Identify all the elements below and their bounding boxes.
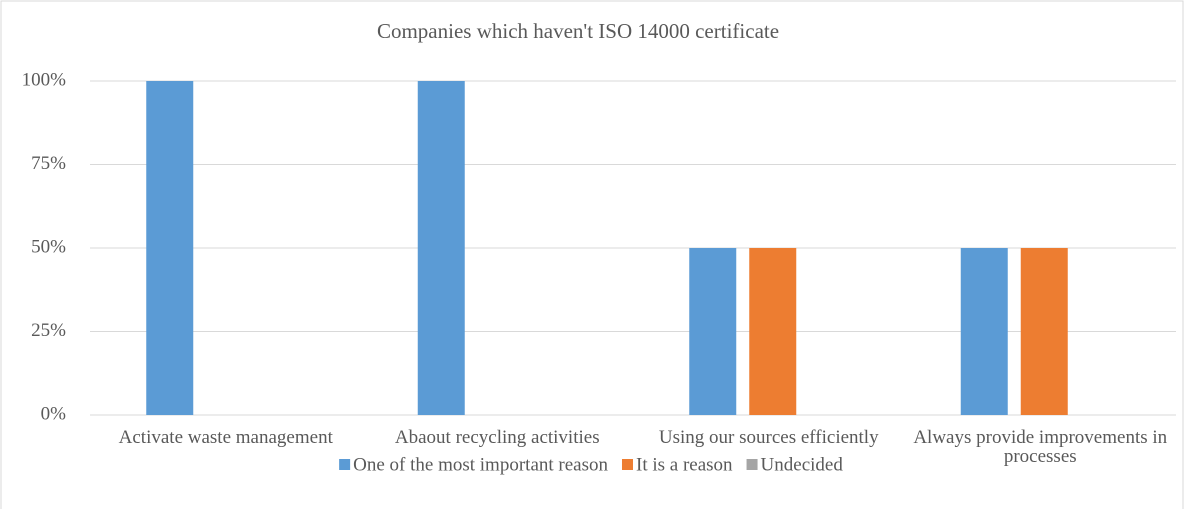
bar bbox=[146, 81, 194, 415]
y-tick-label: 100% bbox=[22, 69, 67, 90]
y-tick-label: 75% bbox=[31, 153, 66, 174]
legend-label: It is a reason bbox=[636, 454, 733, 475]
x-tick-label: Abaout recycling activities bbox=[394, 428, 600, 448]
chart-title: Companies which haven't ISO 14000 certif… bbox=[377, 19, 779, 43]
x-tick-label: Always provide improvements in processes bbox=[913, 428, 1168, 467]
bar bbox=[417, 81, 465, 415]
legend-label: One of the most important reason bbox=[353, 454, 608, 475]
x-tick-label: Using our sources efficiently bbox=[658, 428, 879, 448]
legend-swatch bbox=[621, 459, 633, 470]
bar bbox=[960, 248, 1008, 415]
bar bbox=[1020, 248, 1068, 415]
y-tick-label: 50% bbox=[31, 236, 66, 257]
y-tick-label: 25% bbox=[31, 320, 66, 341]
legend-swatch bbox=[746, 459, 758, 470]
x-tick-label-box: Using our sources efficiently bbox=[658, 428, 879, 448]
bar bbox=[689, 248, 737, 415]
y-tick-label: 0% bbox=[41, 403, 67, 424]
x-tick-label-box: Abaout recycling activities bbox=[394, 428, 600, 448]
x-tick-label-box: Activate waste management bbox=[118, 428, 333, 448]
bar bbox=[749, 248, 797, 415]
legend: One of the most important reason It is a … bbox=[339, 454, 843, 475]
x-tick-label-box: Always provide improvements in processes bbox=[913, 428, 1168, 467]
legend-swatch bbox=[339, 459, 351, 470]
x-tick-label: Activate waste management bbox=[118, 428, 333, 448]
legend-label: Undecided bbox=[761, 454, 844, 475]
